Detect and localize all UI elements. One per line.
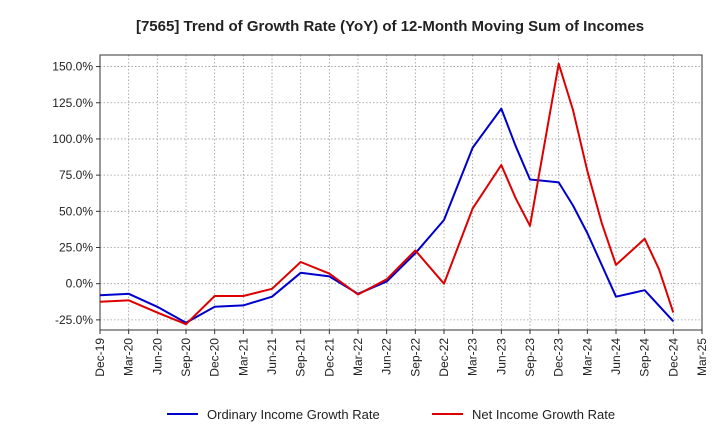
x-tick-label: Sep-21 xyxy=(294,338,308,377)
x-tick-label: Jun-24 xyxy=(609,338,623,375)
y-tick-label: 125.0% xyxy=(52,96,93,110)
y-tick-label: 75.0% xyxy=(59,168,93,182)
x-tick-label: Dec-22 xyxy=(437,338,451,377)
series-line-1 xyxy=(99,107,675,324)
x-tick-label: Mar-22 xyxy=(351,338,365,376)
x-tick-label: Jun-21 xyxy=(265,338,279,375)
x-tick-label: Jun-20 xyxy=(150,338,164,375)
x-tick-label: Mar-20 xyxy=(122,338,136,376)
y-tick-label: 25.0% xyxy=(59,241,93,255)
series-line-2 xyxy=(99,62,675,326)
axes: -25.0% 0.0% 25.0% 50.0% 75.0% 100.0% 125.0% 150… xyxy=(52,54,709,377)
x-tick-label: Mar-23 xyxy=(466,338,480,376)
x-tick-label: Mar-21 xyxy=(236,338,250,376)
legend-label-1: Ordinary Income Growth Rate xyxy=(207,407,380,422)
y-tick-label: -25.0% xyxy=(55,313,93,327)
x-tick-label: Jun-23 xyxy=(494,338,508,375)
x-tick-label: Mar-24 xyxy=(580,338,594,376)
x-tick-label: Sep-20 xyxy=(179,338,193,377)
legend-label-2: Net Income Growth Rate xyxy=(472,407,615,422)
x-tick-label: Dec-23 xyxy=(552,338,566,377)
legend: Ordinary Income Growth Rate Net Income Gr… xyxy=(167,407,615,422)
x-tick-label: Dec-19 xyxy=(93,338,107,377)
x-tick-label: Jun-22 xyxy=(380,338,394,375)
chart-title: [7565] Trend of Growth Rate (YoY) of 12-… xyxy=(136,18,644,35)
x-tick-label: Sep-22 xyxy=(408,338,422,377)
x-tick-label: Dec-20 xyxy=(208,338,222,377)
x-tick-label: Dec-21 xyxy=(322,338,336,377)
y-tick-label: 100.0% xyxy=(52,132,93,146)
plot-frame xyxy=(99,54,703,331)
y-tick-label: 0.0% xyxy=(66,277,94,291)
series-lines xyxy=(99,62,675,326)
x-tick-label: Sep-24 xyxy=(638,338,652,377)
x-tick-label: Dec-24 xyxy=(666,338,680,377)
y-tick-label: 50.0% xyxy=(59,204,93,218)
y-tick-label: 150.0% xyxy=(52,60,93,74)
grid-lines xyxy=(100,55,702,330)
x-tick-label: Sep-23 xyxy=(523,338,537,377)
x-tick-label: Mar-25 xyxy=(695,338,709,376)
